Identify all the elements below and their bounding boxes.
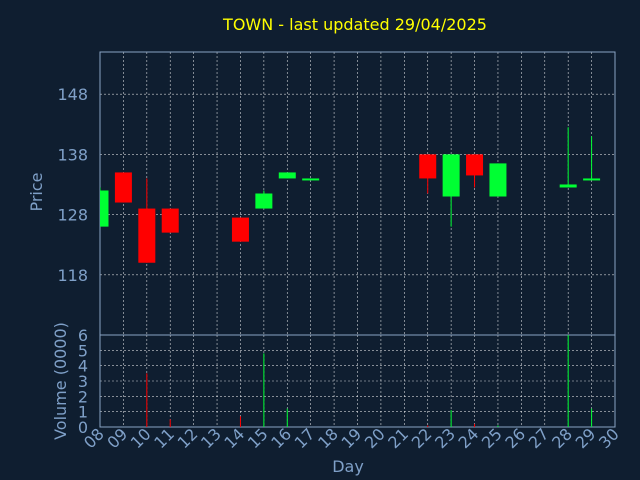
volume-axis-label: Volume (0000) xyxy=(51,322,70,440)
x-tick-label: 30 xyxy=(595,424,623,452)
grid xyxy=(99,52,616,428)
candle-body xyxy=(466,154,484,176)
candle-body xyxy=(489,163,507,197)
volume-tick-label: 2 xyxy=(78,387,88,406)
candle-body xyxy=(138,208,156,263)
tick-labels: 1181281381480123456080910111213141516171… xyxy=(57,85,622,452)
volume-tick-label: 6 xyxy=(78,326,88,345)
candle-body xyxy=(278,172,296,179)
price-axis-label: Price xyxy=(27,172,46,211)
candle-body xyxy=(161,208,179,233)
price-tick-label: 128 xyxy=(57,206,88,225)
volume-tick-label: 1 xyxy=(78,403,88,422)
candle-body xyxy=(559,184,577,188)
candle-body xyxy=(231,217,249,242)
candle-body xyxy=(302,178,320,181)
price-tick-label: 118 xyxy=(57,266,88,285)
volume-plot-frame xyxy=(99,334,616,428)
candle-body xyxy=(442,154,460,197)
volume-tick-label: 0 xyxy=(78,418,88,437)
candle-body xyxy=(583,178,601,181)
candle-body xyxy=(419,154,437,179)
candles xyxy=(100,127,601,263)
volume-bars xyxy=(146,335,593,427)
x-axis-label: Day xyxy=(332,457,364,476)
candle-body xyxy=(114,172,132,203)
price-tick-label: 148 xyxy=(57,85,88,104)
volume-tick-label: 5 xyxy=(78,341,88,360)
volume-tick-label: 3 xyxy=(78,372,88,391)
chart-title: TOWN - last updated 29/04/2025 xyxy=(222,15,487,34)
candle-body xyxy=(255,193,273,209)
price-tick-label: 138 xyxy=(57,145,88,164)
volume-tick-label: 4 xyxy=(78,357,88,376)
candle-body xyxy=(100,190,109,227)
